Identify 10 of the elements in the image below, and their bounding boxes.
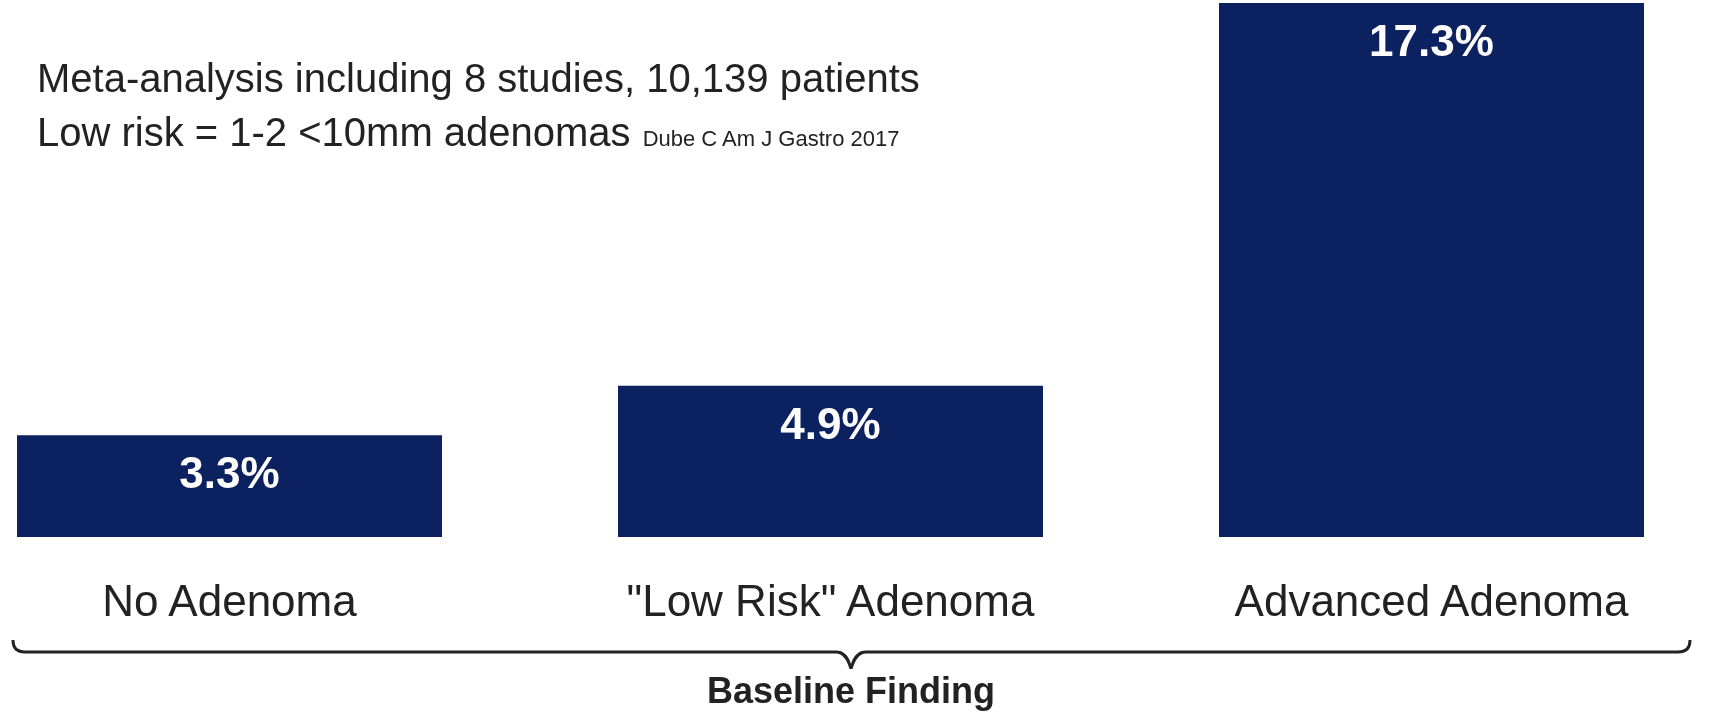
annotation: Meta-analysis including 8 studies, 10,139 patients [37, 56, 920, 101]
data-label: 3.3% [179, 448, 280, 498]
annotation: Dube C Am J Gastro 2017 [642, 126, 900, 151]
x-tick-label: No Adenoma [102, 576, 358, 626]
x-axis-title: Baseline Finding [705, 670, 996, 712]
x-tick-label: "Low Risk" Adenoma [626, 576, 1035, 626]
data-label: 17.3% [1369, 16, 1494, 66]
x-tick-label: Advanced Adenoma [1234, 576, 1629, 626]
annotation: Low risk = 1-2 <10mm adenomas [37, 110, 631, 154]
data-label: 4.9% [780, 398, 881, 448]
